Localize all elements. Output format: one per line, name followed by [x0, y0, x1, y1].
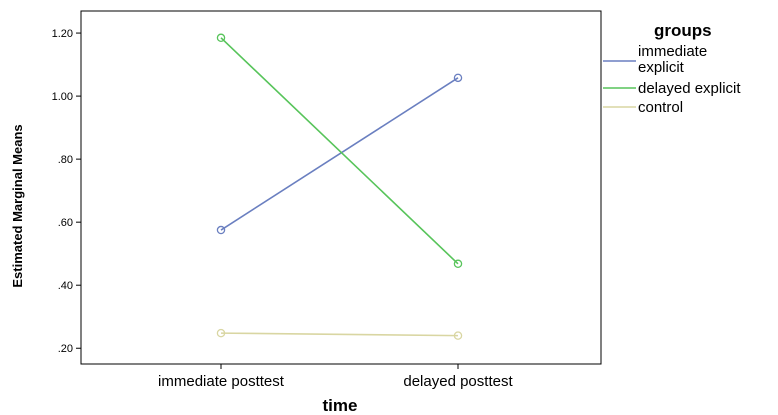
y-tick-label: .40: [58, 280, 73, 292]
y-tick-label: .60: [58, 217, 73, 229]
data-point: [453, 331, 463, 340]
legend-label: delayed explicit: [638, 80, 741, 97]
y-axis-title: Estimated Marginal Means: [10, 124, 25, 287]
y-tick-label: .80: [58, 154, 73, 166]
x-axis-title: time: [323, 396, 358, 415]
legend: groups immediate explicit delayed explicit…: [603, 21, 741, 116]
y-tick-label: .20: [58, 343, 73, 355]
data-point: [453, 259, 463, 269]
series-layer: [216, 33, 463, 340]
y-tick-label: 1.20: [52, 28, 73, 40]
series-line-2: [220, 37, 459, 265]
legend-label: control: [638, 99, 683, 116]
series-line-1: [220, 77, 459, 231]
data-point: [453, 73, 463, 83]
data-point: [216, 328, 226, 338]
series-line-3: [220, 332, 459, 337]
legend-label: immediate explicit: [638, 43, 707, 76]
x-tick-label: delayed posttest: [403, 373, 513, 390]
plot-frame: [80, 10, 602, 365]
data-point: [216, 225, 226, 235]
y-axis: .20 .40 .60 .80 1.00 1.20: [52, 28, 81, 355]
x-tick-label: immediate posttest: [158, 373, 285, 390]
data-point: [216, 33, 226, 43]
y-tick-label: 1.00: [52, 91, 73, 103]
x-axis: immediate posttest delayed posttest: [158, 364, 513, 390]
legend-title: groups: [654, 21, 712, 40]
